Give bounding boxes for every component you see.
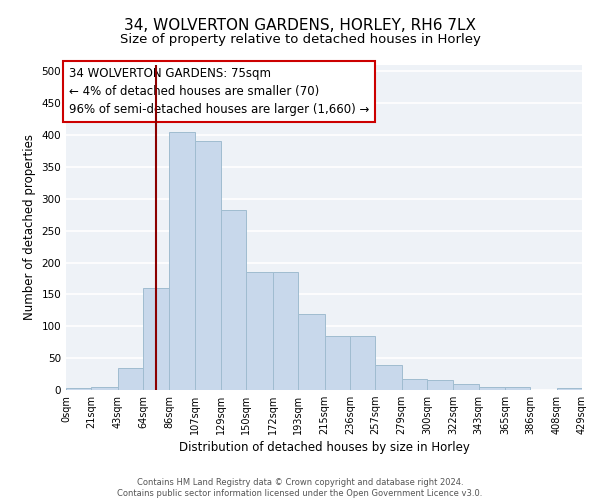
Bar [143,288,169,390]
Bar [91,387,118,390]
Bar [454,384,479,390]
Text: 34, WOLVERTON GARDENS, HORLEY, RH6 7LX: 34, WOLVERTON GARDENS, HORLEY, RH6 7LX [124,18,476,32]
Bar [505,387,530,390]
Bar [273,272,298,390]
Bar [247,272,273,390]
Y-axis label: Number of detached properties: Number of detached properties [23,134,36,320]
Bar [375,364,401,390]
Bar [427,380,454,390]
Text: Size of property relative to detached houses in Horley: Size of property relative to detached ho… [119,32,481,46]
Bar [118,368,143,390]
Bar [479,387,505,390]
Text: 34 WOLVERTON GARDENS: 75sqm
← 4% of detached houses are smaller (70)
96% of semi: 34 WOLVERTON GARDENS: 75sqm ← 4% of deta… [68,66,369,116]
Bar [169,132,194,390]
Bar [194,142,221,390]
Bar [298,314,325,390]
Bar [66,388,91,390]
X-axis label: Distribution of detached houses by size in Horley: Distribution of detached houses by size … [179,442,469,454]
Bar [350,336,375,390]
Bar [221,210,247,390]
Bar [325,336,350,390]
Bar [401,378,427,390]
Bar [557,388,582,390]
Text: Contains HM Land Registry data © Crown copyright and database right 2024.
Contai: Contains HM Land Registry data © Crown c… [118,478,482,498]
